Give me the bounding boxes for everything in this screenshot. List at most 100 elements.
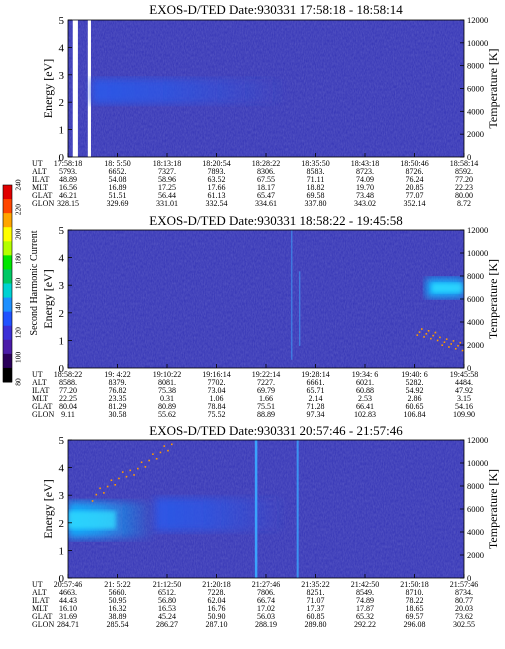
orbit-cell: 19:34: 6 — [352, 370, 378, 379]
y-tick-label: 5 — [59, 15, 65, 27]
energy-band — [91, 78, 286, 104]
orbit-cell: 19:28:14 — [301, 370, 329, 379]
orbit-cell: 7702. — [208, 378, 226, 387]
scatter-dot — [106, 485, 109, 488]
scatter-dot — [133, 474, 135, 476]
right-tick-label: 2000 — [467, 340, 484, 350]
energy-band-core — [432, 283, 463, 293]
colorbar-tick-label: 180 — [14, 253, 23, 265]
orbit-cell: 17.37 — [307, 604, 325, 613]
orbit-cell: 55.62 — [158, 410, 176, 419]
orbit-cell: 54.08 — [109, 175, 127, 184]
orbit-cell: 21:50:18 — [400, 580, 428, 589]
scatter-dot — [155, 457, 158, 460]
scatter-dot — [425, 333, 428, 335]
colorbar-segment — [3, 241, 12, 256]
orbit-cell: 18:35:50 — [301, 159, 329, 168]
orbit-cell: 77.20 — [455, 175, 473, 184]
orbit-row-label: GLAT — [32, 191, 53, 200]
orbit-cell: 80.77 — [455, 596, 473, 605]
scatter-dot — [432, 334, 434, 337]
orbit-cell: 71.07 — [307, 596, 325, 605]
orbit-cell: 9.11 — [61, 410, 75, 419]
scatter-dot — [99, 487, 101, 490]
right-axis-label: Temperature [K] — [486, 259, 500, 339]
orbit-cell: 54.16 — [455, 402, 473, 411]
orbit-cell: 58.96 — [158, 175, 176, 184]
orbit-cell: 60.85 — [307, 612, 325, 621]
orbit-cell: 19: 4:22 — [104, 370, 130, 379]
scatter-dot — [445, 338, 448, 340]
orbit-cell: 6512. — [158, 588, 176, 597]
orbit-cell: 74.09 — [356, 175, 374, 184]
scatter-dot — [95, 493, 98, 496]
y-tick-label: 2 — [59, 97, 65, 109]
data-gap — [72, 20, 78, 157]
colorbar-tick-label: 100 — [14, 352, 23, 364]
orbit-cell: 20.03 — [455, 604, 473, 613]
orbit-cell: 22.23 — [455, 183, 473, 192]
scatter-dot — [148, 459, 150, 462]
scatter-dot — [457, 344, 459, 347]
energy-band — [155, 497, 286, 532]
orbit-cell: 19:16:14 — [202, 370, 230, 379]
orbit-cell: 62.04 — [208, 596, 226, 605]
orbit-cell: 332.54 — [206, 199, 228, 208]
y-tick-label: 1 — [59, 125, 65, 137]
colorbar-tick-label: 240 — [14, 179, 23, 191]
orbit-cell: 352.14 — [404, 199, 426, 208]
spectrogram-panel-1: EXOS-D/TED Date:930331 17:58:18 - 18:58:… — [32, 2, 500, 208]
orbit-cell: 331.01 — [156, 199, 178, 208]
orbit-cell: 20.85 — [406, 183, 424, 192]
right-tick-label: 8000 — [467, 61, 484, 71]
plot-area — [68, 230, 464, 368]
y-tick-label: 4 — [59, 253, 65, 265]
orbit-cell: 5660. — [109, 588, 127, 597]
orbit-cell: 21:57:46 — [450, 580, 478, 589]
right-tick-label: 10000 — [467, 248, 488, 258]
orbit-cell: 21:27:46 — [252, 580, 280, 589]
orbit-cell: 17.25 — [158, 183, 176, 192]
orbit-cell: 61.13 — [208, 191, 226, 200]
plot-area — [68, 20, 464, 157]
y-tick-label: 4 — [59, 42, 65, 54]
orbit-cell: 2.86 — [408, 394, 422, 403]
orbit-cell: 302.55 — [453, 620, 475, 629]
orbit-row-label: GLON — [32, 410, 54, 419]
orbit-cell: 7893. — [208, 167, 226, 176]
orbit-row-label: ILAT — [32, 596, 49, 605]
orbit-cell: 88.89 — [257, 410, 275, 419]
orbit-cell: 8549. — [356, 588, 374, 597]
scatter-dot — [163, 445, 166, 447]
scatter-dot — [459, 341, 462, 344]
right-tick-label: 8000 — [467, 481, 484, 491]
y-axis-label: Energy [eV] — [41, 479, 55, 538]
orbit-row-label: ILAT — [32, 386, 49, 395]
scatter-dot — [436, 339, 439, 342]
orbit-cell: 17:58:18 — [54, 159, 82, 168]
scatter-dot — [129, 469, 132, 472]
y-axis-label: Energy [eV] — [41, 269, 55, 328]
orbit-cell: 66.41 — [356, 402, 374, 411]
orbit-cell: 75.52 — [208, 410, 226, 419]
orbit-cell: 81.29 — [109, 402, 127, 411]
colorbar-segment — [3, 325, 12, 341]
orbit-cell: 63.52 — [208, 175, 226, 184]
scatter-dot — [423, 336, 425, 338]
colorbar-segment — [3, 185, 12, 200]
orbit-cell: 19:22:14 — [252, 370, 280, 379]
scatter-dot — [110, 479, 113, 481]
orbit-cell: 75.51 — [257, 402, 275, 411]
y-tick-label: 0 — [59, 363, 65, 375]
orbit-cell: 328.15 — [57, 199, 79, 208]
orbit-cell: 8379. — [109, 378, 127, 387]
colorbar-frame — [2, 184, 13, 383]
orbit-cell: 8734. — [455, 588, 473, 597]
orbit-cell: 6652. — [109, 167, 127, 176]
scatter-dot — [427, 329, 430, 332]
vertical-spike — [254, 440, 258, 578]
orbit-cell: 69.79 — [257, 386, 275, 395]
orbit-cell: 50.95 — [109, 596, 127, 605]
orbit-cell: 16.56 — [59, 183, 77, 192]
orbit-row-label: MLT — [32, 183, 48, 192]
